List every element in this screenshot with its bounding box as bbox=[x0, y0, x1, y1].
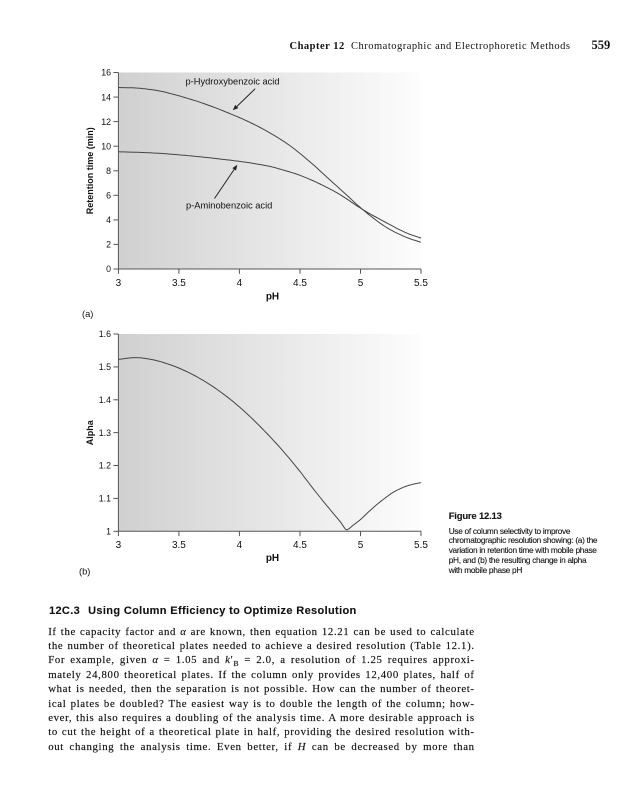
svg-text:pH: pH bbox=[266, 553, 279, 564]
svg-text:14: 14 bbox=[101, 92, 111, 102]
svg-text:6: 6 bbox=[106, 191, 111, 201]
svg-text:1.3: 1.3 bbox=[99, 428, 111, 438]
svg-text:4: 4 bbox=[237, 540, 243, 551]
svg-text:3.5: 3.5 bbox=[172, 540, 186, 551]
svg-text:p-Hydroxybenzoic acid: p-Hydroxybenzoic acid bbox=[186, 77, 280, 87]
svg-text:4: 4 bbox=[106, 215, 111, 225]
svg-text:3: 3 bbox=[116, 278, 122, 289]
svg-text:8: 8 bbox=[106, 166, 111, 176]
svg-text:3.5: 3.5 bbox=[172, 278, 186, 289]
svg-text:12: 12 bbox=[101, 117, 111, 127]
svg-text:1.2: 1.2 bbox=[99, 461, 111, 471]
svg-text:1.5: 1.5 bbox=[99, 362, 111, 372]
svg-text:5: 5 bbox=[358, 278, 364, 289]
svg-text:Retention time (min): Retention time (min) bbox=[85, 127, 95, 214]
svg-text:Alpha: Alpha bbox=[85, 419, 95, 445]
svg-text:(b): (b) bbox=[79, 567, 90, 577]
svg-text:(a): (a) bbox=[82, 309, 93, 319]
svg-text:4: 4 bbox=[237, 278, 243, 289]
svg-text:5: 5 bbox=[358, 540, 364, 551]
svg-text:0: 0 bbox=[106, 264, 111, 274]
svg-text:pH: pH bbox=[266, 292, 279, 303]
svg-text:3: 3 bbox=[116, 540, 122, 551]
svg-text:1.4: 1.4 bbox=[99, 395, 111, 405]
svg-text:1.1: 1.1 bbox=[99, 494, 111, 504]
svg-text:1: 1 bbox=[106, 527, 111, 537]
svg-text:16: 16 bbox=[101, 68, 111, 78]
svg-text:4.5: 4.5 bbox=[293, 540, 307, 551]
svg-text:p-Aminobenzoic acid: p-Aminobenzoic acid bbox=[186, 201, 272, 211]
svg-text:10: 10 bbox=[101, 141, 111, 151]
svg-text:5.5: 5.5 bbox=[414, 540, 428, 551]
svg-text:2: 2 bbox=[106, 240, 111, 250]
svg-text:5.5: 5.5 bbox=[414, 278, 428, 289]
svg-text:4.5: 4.5 bbox=[293, 278, 307, 289]
svg-text:1.6: 1.6 bbox=[99, 329, 111, 339]
